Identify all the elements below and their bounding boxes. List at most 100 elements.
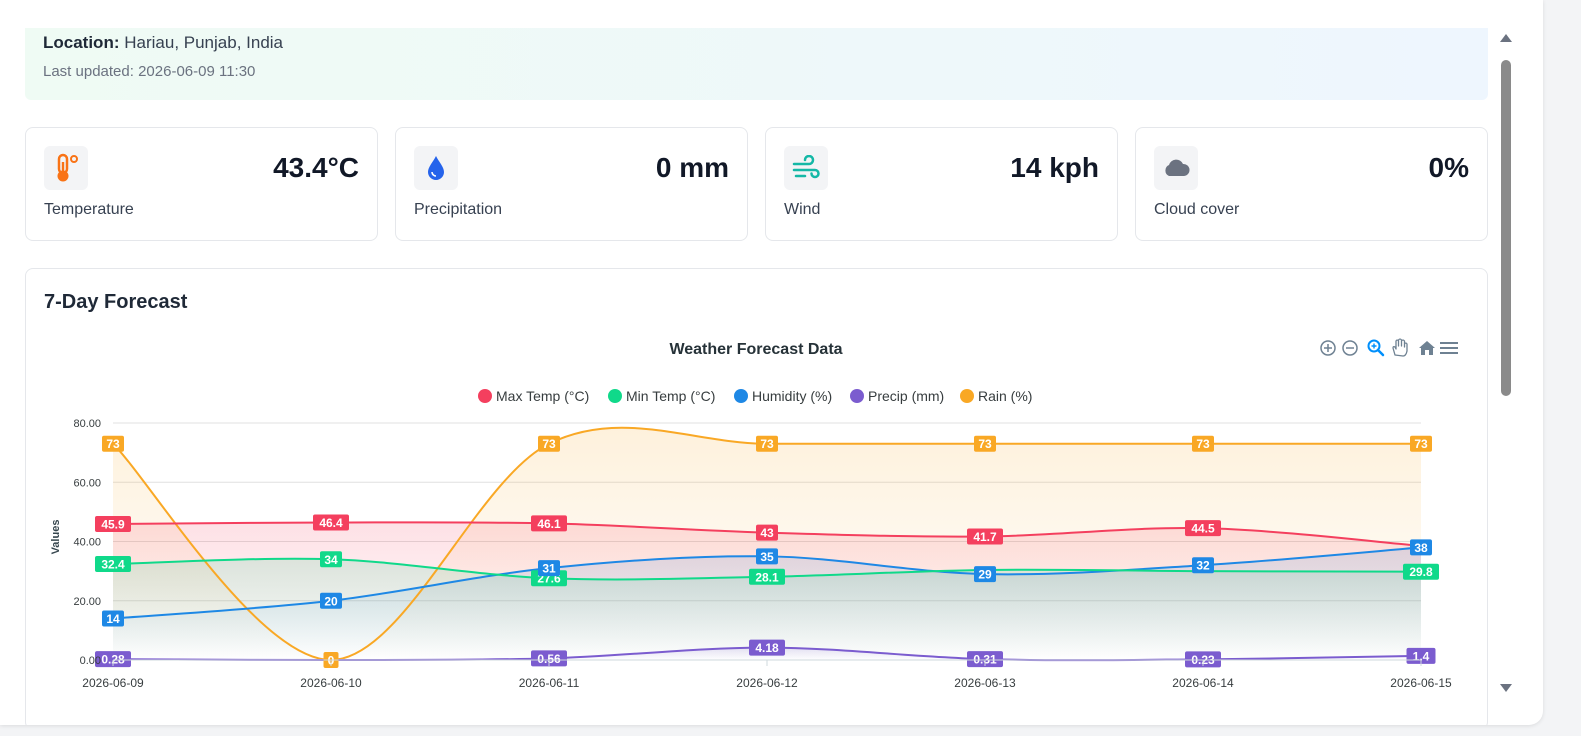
- scroll-thumb[interactable]: [1501, 60, 1511, 396]
- data-label: 46.1: [531, 515, 567, 532]
- legend-label: Precip (mm): [868, 388, 944, 404]
- legend-marker: [478, 389, 492, 403]
- cloud-icon: [1154, 146, 1198, 190]
- svg-text:73: 73: [1196, 437, 1210, 451]
- scroll-up-arrow-icon[interactable]: [1500, 34, 1512, 42]
- legend-marker: [850, 389, 864, 403]
- svg-text:43: 43: [760, 526, 774, 540]
- forecast-title: 7-Day Forecast: [44, 291, 188, 313]
- x-tick-label: 2026-06-10: [300, 676, 362, 690]
- forecast-chart: 0.280.564.180.310.231.4730737373737332.4…: [50, 338, 1458, 690]
- selection-zoom-icon[interactable]: [1367, 339, 1385, 357]
- vertical-scrollbar[interactable]: [1496, 28, 1516, 700]
- legend-marker: [608, 389, 622, 403]
- data-label: 73: [538, 435, 560, 452]
- data-label: 73: [756, 435, 778, 452]
- data-label: 31: [538, 560, 560, 577]
- svg-text:73: 73: [760, 437, 774, 451]
- chart-legend: Max Temp (°C) Min Temp (°C) Humidity (%) Pr…: [478, 388, 1032, 404]
- data-label: 41.7: [967, 528, 1003, 545]
- svg-text:38: 38: [1414, 541, 1428, 555]
- data-label: 0.56: [531, 650, 567, 667]
- y-tick-label: 80.00: [73, 418, 101, 430]
- precipitation-value: 0 mm: [655, 152, 729, 183]
- chart-data-labels: 0.280.564.180.310.231.4730737373737332.4…: [95, 435, 1439, 668]
- y-axis-title: Values: [50, 520, 62, 555]
- data-label: 29: [974, 566, 996, 583]
- legend-label: Max Temp (°C): [496, 388, 589, 404]
- svg-text:0.56: 0.56: [537, 652, 561, 666]
- svg-text:73: 73: [106, 437, 120, 451]
- data-label: 73: [1410, 435, 1432, 452]
- app-window: Location: Hariau, Punjab, India Last upd…: [0, 0, 1543, 725]
- zoom-in-icon[interactable]: [1320, 340, 1336, 356]
- location-banner: Location: Hariau, Punjab, India Last upd…: [25, 28, 1488, 100]
- x-tick-label: 2026-06-11: [519, 676, 580, 690]
- data-label: 28.1: [749, 568, 785, 585]
- svg-text:32.4: 32.4: [101, 558, 125, 572]
- data-label: 29.8: [1403, 563, 1439, 580]
- temperature-card: 43.4°C Temperature: [25, 127, 378, 241]
- data-label: 43: [756, 524, 778, 541]
- legend-item[interactable]: Humidity (%): [734, 388, 832, 404]
- thermometer-icon: [44, 146, 88, 190]
- data-label: 35: [756, 548, 778, 565]
- data-label: 4.18: [749, 639, 785, 656]
- svg-text:73: 73: [542, 437, 556, 451]
- x-tick-label: 2026-06-09: [82, 676, 144, 690]
- data-label: 73: [1192, 435, 1214, 452]
- svg-text:73: 73: [1414, 437, 1428, 451]
- legend-item[interactable]: Rain (%): [960, 388, 1032, 404]
- data-label: 34: [320, 551, 342, 568]
- scroll-down-arrow-icon[interactable]: [1500, 684, 1512, 692]
- svg-text:35: 35: [760, 550, 774, 564]
- cloud-cover-label: Cloud cover: [1154, 201, 1240, 218]
- precipitation-card: 0 mm Precipitation: [395, 127, 748, 241]
- last-updated: Last updated: 2026-06-09 11:30: [43, 63, 256, 80]
- chart-areas: [113, 427, 1421, 661]
- temperature-value: 43.4°C: [273, 152, 359, 183]
- svg-text:28.1: 28.1: [755, 570, 779, 584]
- svg-text:46.4: 46.4: [319, 516, 343, 530]
- precipitation-label: Precipitation: [414, 201, 503, 218]
- series-area: [113, 522, 1421, 660]
- pan-hand-icon[interactable]: [1392, 338, 1408, 357]
- legend-label: Min Temp (°C): [626, 388, 715, 404]
- wind-card: 14 kph Wind: [765, 127, 1118, 241]
- wind-label: Wind: [784, 201, 821, 218]
- svg-text:73: 73: [978, 437, 992, 451]
- svg-text:4.18: 4.18: [755, 641, 779, 655]
- chart-title: Weather Forecast Data: [669, 341, 842, 358]
- droplet-icon: [414, 146, 458, 190]
- zoom-out-icon[interactable]: [1342, 340, 1358, 356]
- data-label: 20: [320, 592, 342, 609]
- legend-label: Humidity (%): [752, 388, 832, 404]
- data-label: 73: [102, 435, 124, 452]
- x-tick-label: 2026-06-15: [1390, 676, 1452, 690]
- location-value: Hariau, Punjab, India: [124, 33, 284, 52]
- cloud-cover-card: 0% Cloud cover: [1135, 127, 1488, 241]
- legend-item[interactable]: Precip (mm): [850, 388, 944, 404]
- chart-menu-icon[interactable]: [1440, 342, 1458, 354]
- legend-marker: [960, 389, 974, 403]
- svg-text:46.1: 46.1: [537, 517, 561, 531]
- data-label: 32.4: [95, 556, 131, 573]
- location-line: Location: Hariau, Punjab, India: [43, 33, 283, 53]
- chart-axes: 0.00 20.00 40.00 60.00 80.00 2026-06-09 2026-0…: [73, 418, 1452, 690]
- chart-toolbar: [1320, 338, 1458, 357]
- y-tick-label: 0.00: [80, 655, 101, 667]
- svg-text:32: 32: [1196, 559, 1210, 573]
- legend-marker: [734, 389, 748, 403]
- data-label: 45.9: [95, 516, 131, 533]
- legend-item[interactable]: Min Temp (°C): [608, 388, 715, 404]
- data-label: 38: [1410, 539, 1432, 556]
- legend-item[interactable]: Max Temp (°C): [478, 388, 589, 404]
- svg-text:45.9: 45.9: [101, 518, 125, 532]
- reset-home-icon[interactable]: [1419, 341, 1435, 355]
- svg-text:34: 34: [324, 553, 338, 567]
- x-tick-label: 2026-06-14: [1172, 676, 1234, 690]
- svg-text:41.7: 41.7: [973, 530, 997, 544]
- location-label: Location:: [43, 33, 120, 52]
- cloud-cover-value: 0%: [1428, 152, 1469, 183]
- data-label: 46.4: [313, 514, 349, 531]
